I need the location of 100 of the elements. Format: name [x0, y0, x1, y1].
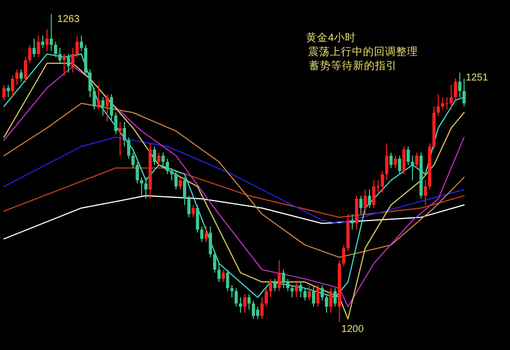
candlestick	[101, 96, 104, 116]
candlestick	[45, 28, 49, 52]
candlestick	[152, 146, 156, 166]
candlestick	[28, 44, 32, 64]
candlestick	[394, 155, 397, 168]
candlestick	[50, 14, 53, 52]
candlestick	[342, 244, 346, 268]
candlestick	[144, 176, 148, 200]
candlestick	[398, 155, 402, 175]
candlestick	[462, 78, 466, 107]
candlestick	[222, 269, 225, 282]
candlestick	[192, 204, 195, 218]
candlestick	[71, 47, 74, 74]
candlestick	[217, 262, 221, 282]
candlestick	[436, 94, 440, 116]
candlestick	[303, 288, 307, 301]
candlestick	[66, 54, 70, 74]
candlestick	[364, 189, 367, 215]
candlestick	[238, 296, 242, 314]
candlestick	[441, 96, 444, 110]
candlestick	[178, 176, 182, 190]
candlestick	[252, 300, 255, 320]
candlestick	[273, 278, 276, 292]
candlestick	[114, 112, 118, 135]
candlestick	[424, 180, 427, 206]
candlestick	[208, 226, 212, 258]
candlestick	[110, 94, 114, 122]
candlestick	[458, 72, 462, 98]
candlestick	[127, 136, 130, 160]
candlestick	[312, 284, 316, 308]
text: 震荡上行中的回调整理	[308, 45, 418, 58]
candlestick	[2, 84, 6, 101]
candlestick	[226, 269, 230, 292]
candlestick	[410, 155, 414, 181]
candlestick	[213, 250, 216, 274]
candlestick	[200, 226, 204, 242]
candlestick	[157, 152, 160, 166]
candlestick	[334, 288, 337, 308]
candlestick	[118, 121, 122, 156]
candlestick	[76, 35, 79, 58]
candlestick	[196, 204, 200, 234]
candlestick	[62, 54, 66, 76]
candlestick	[415, 152, 418, 168]
candlestick	[166, 158, 169, 175]
candlestick	[278, 260, 281, 292]
text: 黄金4小时	[306, 31, 356, 44]
candlestick	[15, 68, 18, 86]
candlestick	[32, 38, 36, 58]
candlestick	[256, 306, 260, 320]
text: 1200	[341, 324, 364, 335]
annotation: 1251	[466, 72, 488, 84]
candlestick	[368, 189, 372, 209]
candlestick	[454, 78, 458, 101]
candlestick	[136, 161, 139, 184]
candlestick	[20, 68, 23, 82]
candlestick	[36, 35, 40, 58]
candlestick	[183, 176, 186, 206]
candlestick	[187, 195, 190, 218]
candlestick	[308, 284, 311, 301]
candlestick	[294, 281, 298, 298]
candlestick	[58, 47, 62, 64]
candlestick	[80, 35, 83, 52]
candlestick	[174, 170, 178, 190]
annotation: 蓄势等待新的指引	[309, 59, 397, 72]
candlestick	[359, 195, 362, 215]
candlestick	[24, 56, 28, 82]
candlestick	[54, 41, 58, 58]
candlestick	[264, 288, 268, 308]
candlestick	[106, 94, 109, 122]
candlestick	[320, 284, 324, 301]
candlestick	[248, 294, 251, 310]
candlestick	[230, 284, 234, 298]
candlestick	[260, 296, 264, 320]
candlestick	[372, 180, 376, 209]
candlestick	[41, 35, 44, 48]
candlestick	[290, 284, 294, 298]
candlestick	[122, 121, 126, 147]
candlestick	[329, 288, 332, 314]
candlestick	[234, 288, 238, 308]
candlestick	[97, 84, 100, 110]
candlestick	[243, 294, 246, 314]
candlestick	[282, 269, 286, 289]
candlestick	[88, 68, 92, 98]
candlestick	[92, 87, 96, 110]
candlestick	[376, 180, 380, 194]
candlestick	[140, 176, 144, 196]
candlestick	[380, 170, 384, 194]
candlestick	[11, 75, 14, 98]
annotation: 1263	[57, 14, 80, 25]
candlestick	[269, 278, 272, 298]
candlestick	[350, 214, 354, 230]
candlestick	[402, 146, 406, 175]
candlestick	[131, 152, 135, 168]
candlestick	[299, 281, 302, 298]
candlestick	[162, 152, 165, 168]
candlestick	[406, 146, 410, 166]
candlestick	[389, 152, 393, 168]
candlestick	[170, 168, 174, 181]
candlestick	[204, 226, 208, 242]
candlestick	[385, 142, 388, 181]
